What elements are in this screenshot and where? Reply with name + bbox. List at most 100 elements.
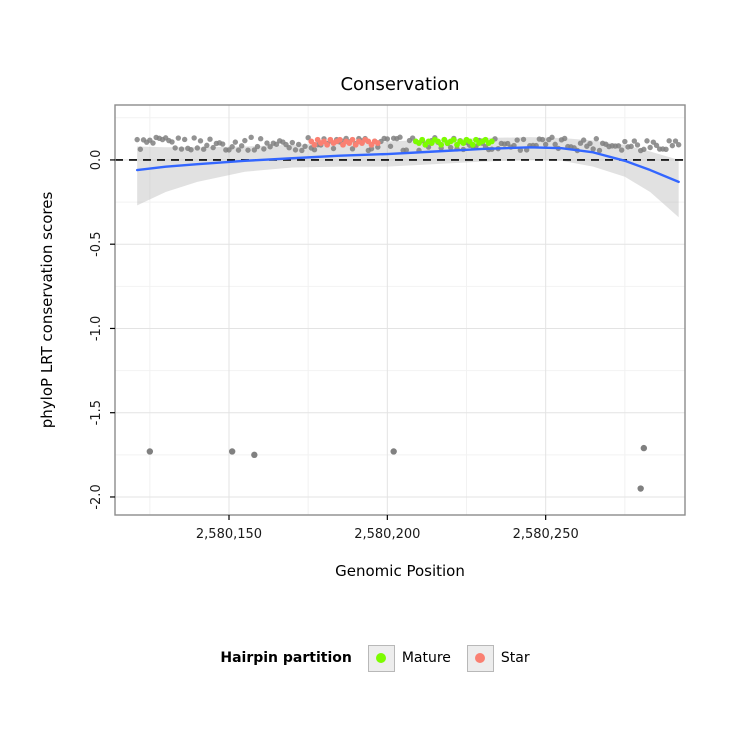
background-point: [368, 146, 375, 152]
x-tick-label: 2,580,150: [196, 527, 262, 542]
background-point: [210, 144, 216, 151]
outlier-point: [146, 448, 154, 455]
background-point: [188, 147, 194, 153]
background-point: [628, 143, 634, 150]
outlier-point: [390, 448, 397, 455]
background-point: [387, 143, 394, 149]
background-point: [663, 146, 669, 152]
star-point: [349, 136, 356, 143]
background-point: [134, 136, 140, 143]
background-point: [631, 138, 638, 144]
background-point: [257, 136, 264, 142]
background-point: [542, 141, 549, 148]
background-point: [292, 147, 299, 153]
background-point: [289, 139, 296, 146]
y-tick-label: -1.0: [89, 316, 104, 341]
legend-key-box: [466, 644, 494, 672]
background-point: [242, 137, 248, 144]
background-point: [549, 134, 555, 141]
y-tick-label: -2.0: [89, 484, 104, 509]
chart-title: Conservation: [340, 74, 459, 95]
background-point: [219, 141, 226, 147]
background-point: [590, 146, 596, 152]
background-point: [207, 136, 213, 142]
background-point: [302, 143, 308, 150]
plot-panel: [115, 105, 685, 515]
background-point: [248, 134, 254, 141]
loess-smooth-line: [135, 146, 680, 184]
outlier-point: [251, 451, 258, 459]
background-point: [267, 144, 273, 150]
background-point: [514, 137, 520, 143]
background-point: [644, 138, 650, 144]
background-point: [232, 139, 239, 145]
background-point: [273, 141, 280, 147]
background-point: [615, 143, 622, 149]
background-point: [641, 146, 647, 153]
star-point-icon: [475, 653, 486, 663]
background-point: [137, 146, 144, 152]
background-point: [169, 139, 175, 145]
mature-point: [419, 136, 426, 143]
star-point: [336, 136, 343, 143]
background-point: [349, 146, 356, 152]
panel-border: [114, 104, 686, 516]
star-point: [324, 141, 331, 148]
background-point: [672, 138, 679, 144]
background-point: [330, 145, 337, 152]
x-axis-title: Genomic Position: [335, 562, 465, 580]
legend-label: Star: [500, 650, 530, 666]
background-point: [200, 146, 207, 152]
background-point: [172, 145, 178, 151]
background-point: [175, 135, 182, 141]
background-point: [596, 147, 603, 154]
background-point: [191, 135, 197, 141]
background-point: [235, 147, 242, 153]
background-point: [197, 138, 204, 144]
background-point: [264, 140, 270, 146]
outlier-point: [640, 444, 648, 452]
x-tick-label: 2,580,200: [354, 527, 420, 542]
background-point: [375, 144, 381, 150]
star-point: [311, 141, 318, 148]
background-point: [653, 142, 660, 149]
background-point: [238, 143, 245, 149]
background-point: [194, 145, 201, 151]
background-point: [593, 136, 600, 142]
background-point: [618, 147, 625, 153]
background-point: [634, 142, 641, 148]
background-point: [647, 144, 653, 151]
background-point: [675, 142, 682, 148]
legend-key-box: [367, 644, 395, 672]
background-point: [384, 136, 391, 142]
legend-item-mature: Mature: [367, 644, 451, 672]
background-point: [669, 142, 676, 149]
smooth-confidence-ribbon: [137, 137, 679, 218]
background-point: [305, 134, 311, 141]
background-point: [204, 142, 210, 149]
background-point: [539, 136, 546, 143]
y-tick-label: -0.5: [89, 232, 104, 257]
legend: Hairpin partition Mature Star: [0, 638, 750, 678]
background-point: [295, 141, 302, 148]
background-point: [181, 136, 188, 143]
background-point: [587, 140, 593, 147]
background-point: [178, 146, 185, 152]
background-point: [561, 135, 568, 142]
background-point: [254, 143, 261, 150]
y-tick-label: 0.0: [89, 150, 104, 171]
background-point: [552, 141, 558, 148]
mature-point: [488, 138, 495, 145]
background-point: [229, 144, 235, 150]
y-tick-label: -1.5: [89, 400, 104, 425]
background-point: [580, 137, 587, 143]
x-tick-label: 2,580,250: [513, 527, 579, 542]
outlier-point: [637, 485, 644, 492]
background-point: [311, 147, 318, 153]
background-point: [520, 136, 527, 143]
background-point: [261, 146, 267, 152]
mature-point: [450, 136, 457, 143]
legend-title: Hairpin partition: [220, 650, 352, 666]
